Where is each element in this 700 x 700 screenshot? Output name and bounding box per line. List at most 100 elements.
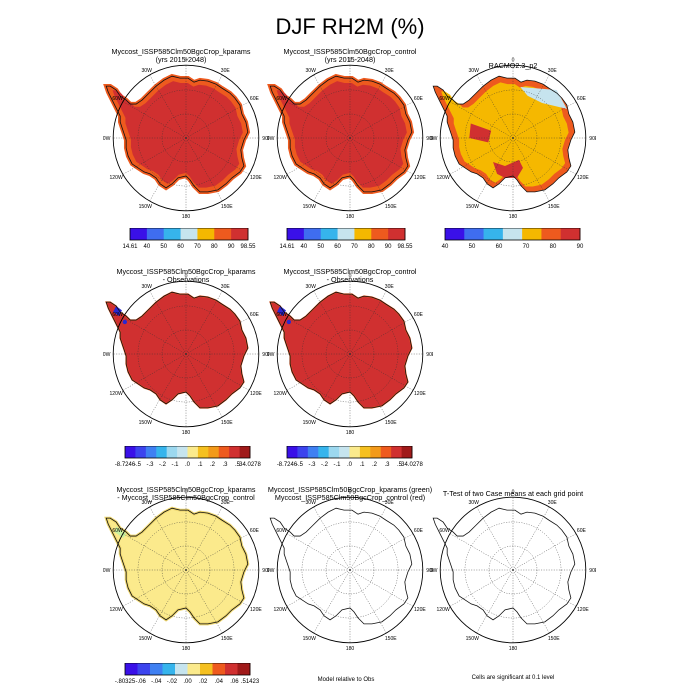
meridian-line [512, 137, 550, 202]
colorbar-swatch [125, 663, 138, 675]
p1-title: Myccost_ISSP585Clm50BgcCrop_kparams (yrs … [61, 48, 301, 64]
meridian-line [349, 569, 414, 607]
colorbar-swatch [200, 663, 213, 675]
colorbar-swatch [125, 446, 136, 458]
map-tick-label: 60E [577, 528, 587, 534]
map-tick-label: 90E [589, 136, 596, 142]
meridian-line [185, 533, 250, 571]
colorbar-swatch [328, 446, 340, 458]
map-tick-label: 90E [262, 352, 269, 358]
meridian-line [349, 353, 387, 418]
colorbar-tick-label: -.02 [167, 679, 178, 685]
colorbar-swatch [464, 228, 484, 240]
meridian-line [512, 569, 550, 634]
map-tick-label: 150W [139, 636, 152, 642]
meridian-line [149, 506, 187, 571]
panel-title-line: Myccost_ISSP585Clm50BgcCrop_kparams (gre… [267, 485, 433, 494]
colorbar-tick-label: 14.61 [279, 244, 295, 250]
map-tick-label: 0 [349, 490, 352, 496]
map-tick-label: 150W [466, 636, 479, 642]
map-tick-label: 150E [385, 420, 397, 426]
panel-title-line: Myccost_ISSP585Clm50BgcCrop_control (red… [274, 493, 426, 502]
map-tick-label: 180 [346, 646, 355, 652]
map-border [276, 280, 424, 428]
map-tick-label: 30E [385, 68, 395, 74]
meridian-line [449, 101, 514, 139]
colorbar-tick-label: 70 [194, 244, 201, 250]
map-tick-label: 60E [250, 528, 260, 534]
colorbar-frame [286, 446, 413, 459]
p8-note: Model relative to Obs [317, 677, 375, 683]
map-tick-label: 60W [112, 312, 123, 318]
colorbar-tick-label: 70 [351, 244, 358, 250]
map-tick-label: 120W [273, 391, 286, 397]
p2-colorbar: 14.61 40 50 60 70 80 90 98.55 [279, 228, 413, 250]
meridian-line [122, 533, 187, 571]
map-tick-label: 0 [185, 490, 188, 496]
p9-map: 0 180 90W 90E 30W 30E 60W 60E 120W 120E 150W 150E [430, 490, 596, 653]
coastline [105, 75, 249, 193]
map-tick-label: 30E [221, 284, 231, 290]
panel-title-line: T-Test of two Case means at each grid po… [442, 489, 584, 498]
panel-title-line: RACMO2.3_p2 [488, 61, 538, 70]
map-tick-label: 150W [139, 204, 152, 210]
meridian-line [512, 533, 577, 571]
meridian-line [286, 101, 351, 139]
colorbar-swatch [187, 446, 199, 458]
colorbar-swatch [307, 446, 319, 458]
colorbar-tick-label: .5 [235, 462, 241, 468]
meridian-line [476, 137, 514, 202]
colorbar-swatch [214, 228, 232, 240]
colorbar-swatch [156, 446, 168, 458]
meridian-line [185, 290, 223, 355]
p5-colorbar: -8.7246-.5 -.3 -.2 -.1 .0 .1 .2 .3 .5 34.0278 [277, 446, 424, 468]
colorbar-tick-label: .2 [372, 462, 378, 468]
colorbar-tick-label: -8.7246 [277, 462, 298, 468]
colorbar-tick-label: -.06 [135, 679, 146, 685]
map-tick-label: 0 [185, 274, 188, 280]
colorbar-tick-label: 90 [577, 244, 584, 250]
colorbar-tick-label: -.5 [296, 462, 304, 468]
colorbar-tick-label: .0 [185, 462, 191, 468]
meridian-line [149, 353, 187, 418]
meridian-line [286, 533, 351, 571]
map-tick-label: 150W [303, 204, 316, 210]
colorbar-tick-label: 60 [334, 244, 341, 250]
map-tick-label: 0 [349, 58, 352, 64]
meridian-line [149, 290, 187, 355]
colorbar-swatch [339, 446, 350, 458]
map-tick-label: 180 [182, 214, 191, 220]
panel-title-line: Myccost_ISSP585Clm50BgcCrop_control [283, 47, 417, 56]
colorbar-tick-label: -.2 [321, 462, 329, 468]
colorbar-swatch [162, 663, 176, 675]
colorbar-swatch [502, 228, 523, 240]
meridian-line [349, 569, 387, 634]
p7-title: Myccost_ISSP585Clm50BgcCrop_kparams - Myc… [66, 486, 306, 502]
latitude-circle [137, 305, 235, 403]
coastline [105, 507, 249, 625]
map-tick-label: 120W [109, 391, 122, 397]
meridian-line [122, 353, 187, 391]
map-tick-label: 120E [250, 607, 262, 613]
colorbar-swatch [218, 446, 230, 458]
meridian-line [185, 569, 250, 607]
colorbar-swatch [445, 228, 465, 240]
colorbar-tick-label: -.3 [308, 462, 316, 468]
colorbar-tick-label: -.1 [333, 462, 341, 468]
colorbar-swatch [522, 228, 542, 240]
map-tick-label: 0 [349, 274, 352, 280]
map-tick-label: 60E [250, 96, 260, 102]
panel-title-line: - Myccost_ISSP585Clm50BgcCrop_control [117, 493, 255, 502]
map-tick-label: 90W [267, 352, 275, 358]
colorbar-swatch [197, 228, 215, 240]
map-tick-label: 30E [548, 68, 558, 74]
map-tick-label: 60E [414, 312, 424, 318]
p7-colorbar: -.80325 -.06 -.04 -.02 .00 .02 .04 .06.51423 [115, 663, 260, 685]
map-tick-label: 60E [414, 96, 424, 102]
map-tick-label: 30E [548, 500, 558, 506]
p5-title: Myccost_ISSP585Clm50BgcCrop_control - Obs… [230, 268, 470, 284]
map-tick-label: 180 [346, 214, 355, 220]
map-tick-label: 90E [589, 568, 596, 574]
map-tick-label: 90W [430, 568, 438, 574]
meridian-line [449, 569, 514, 607]
